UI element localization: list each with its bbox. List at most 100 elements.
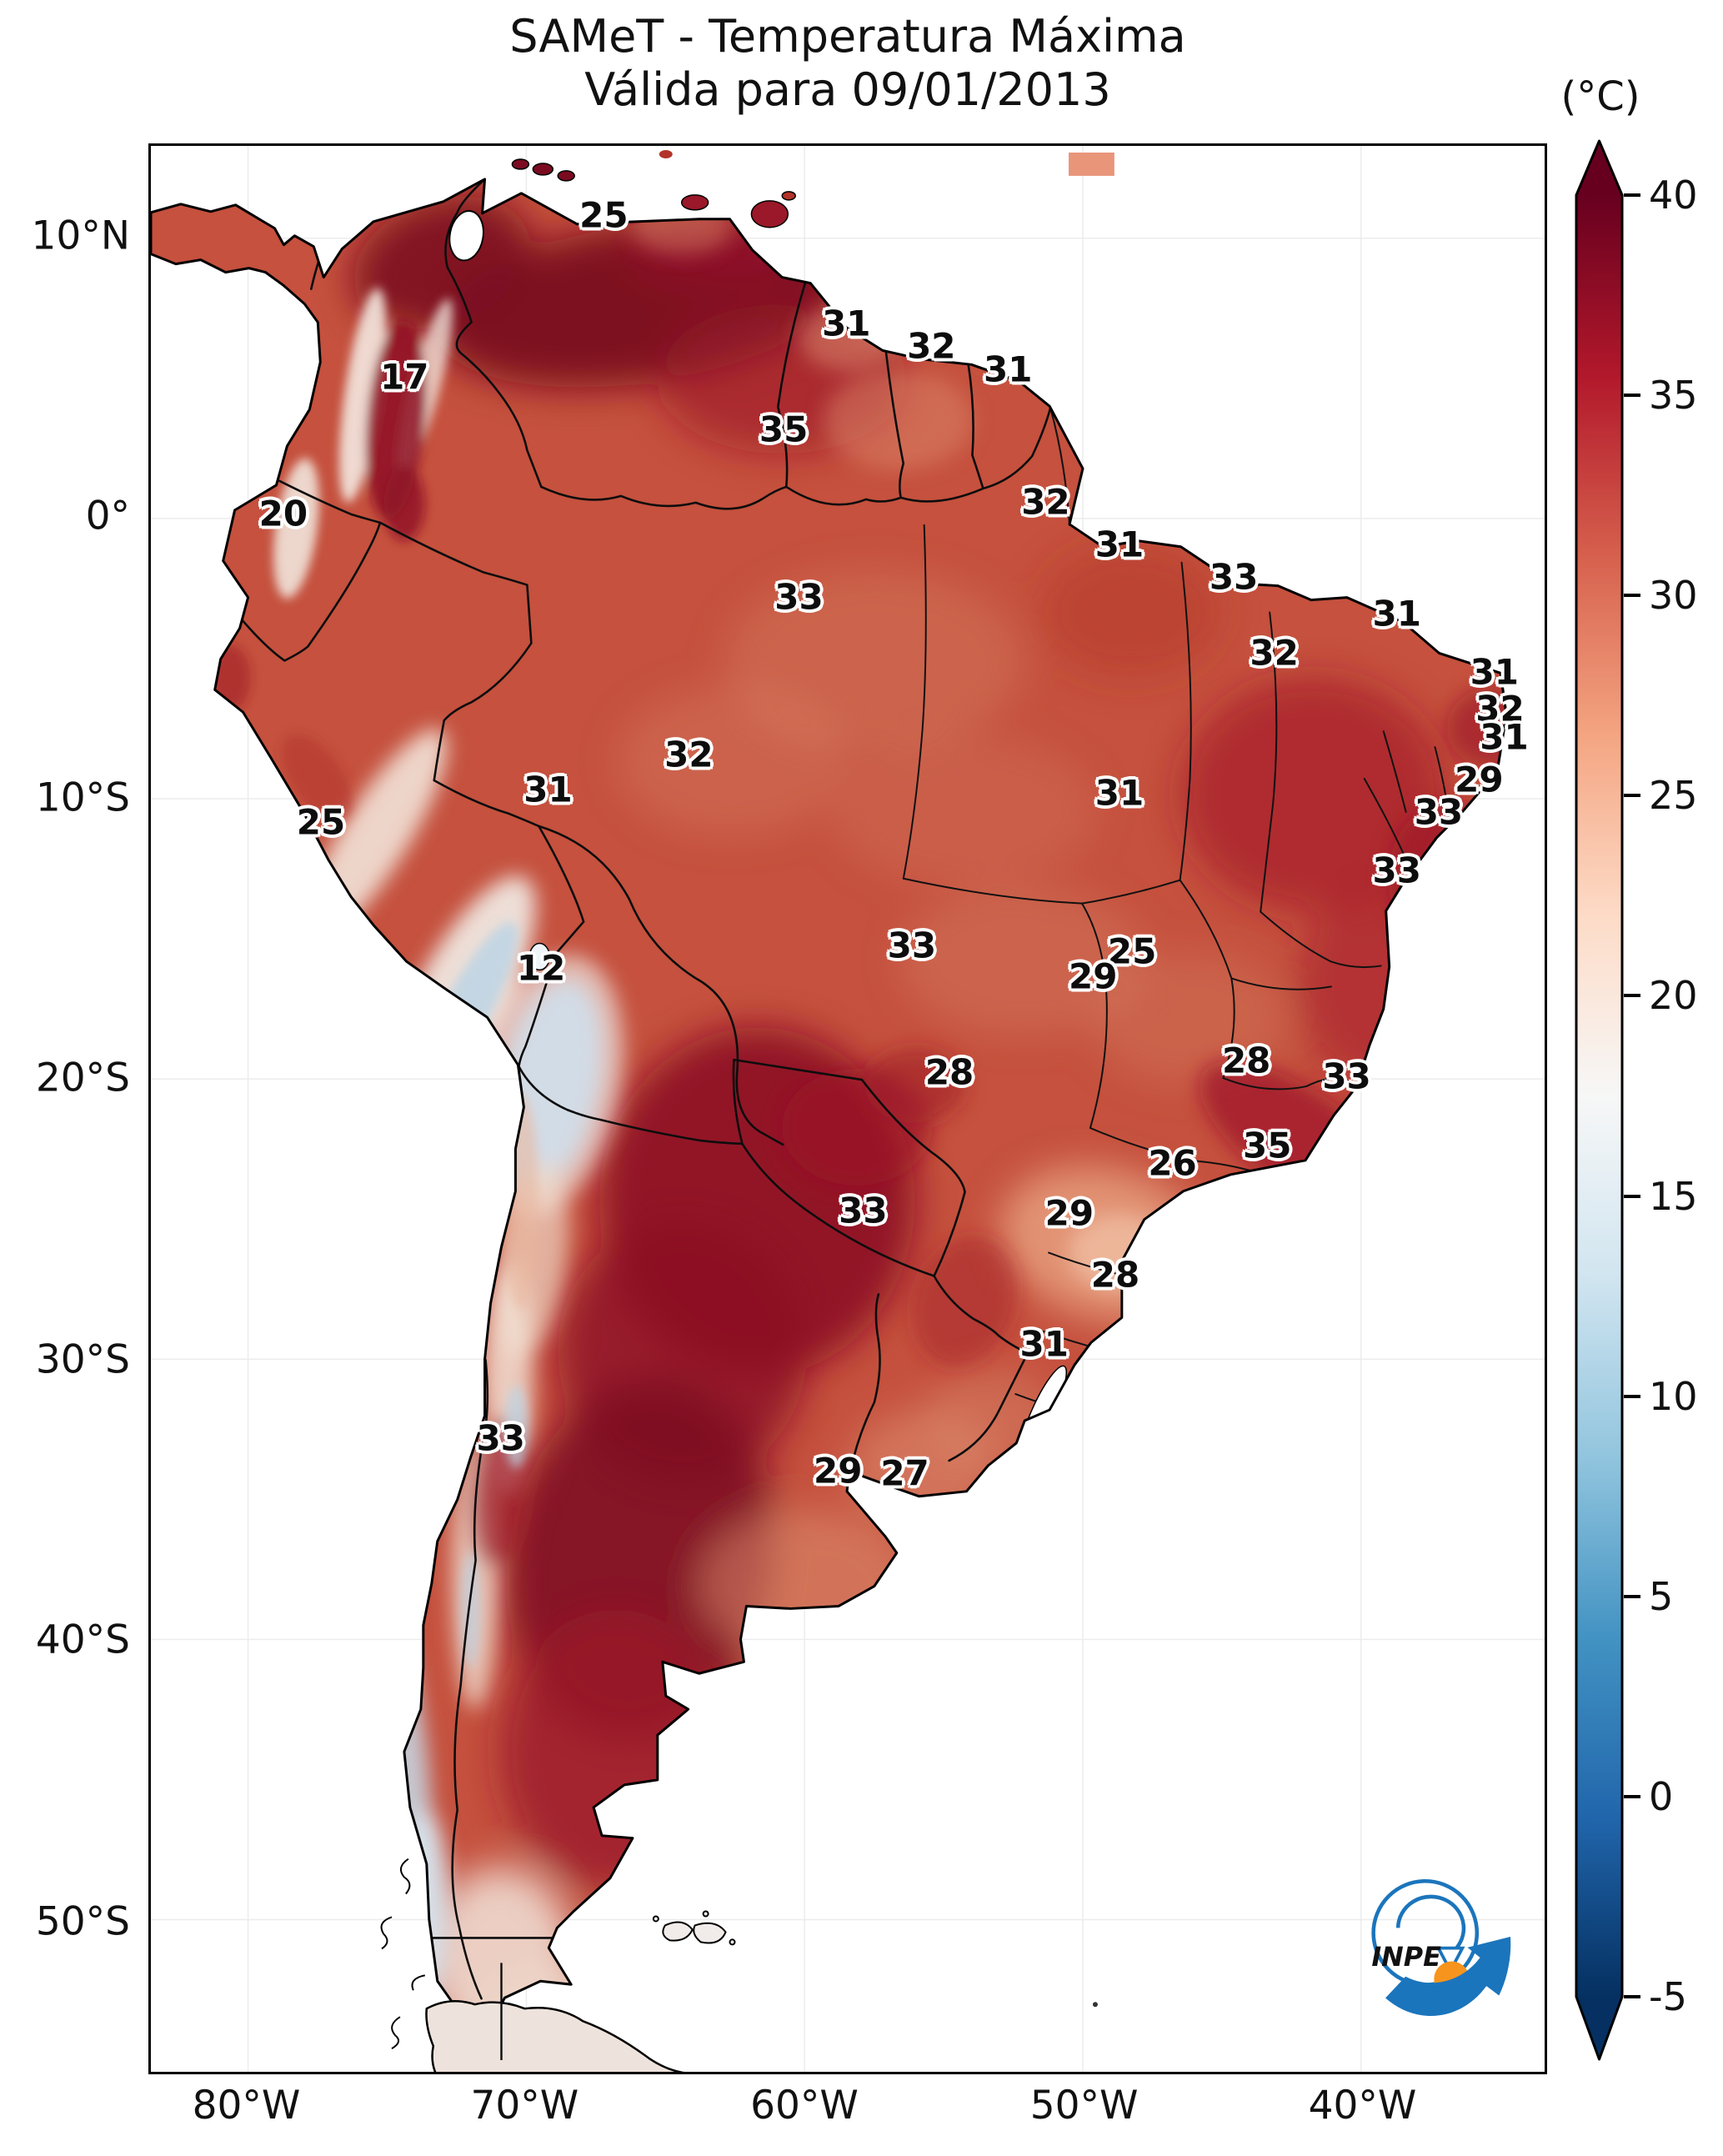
- station-temp-label: 31: [1094, 524, 1144, 565]
- colorbar-gradient-bar: [1575, 139, 1624, 2061]
- station-temp-label: 29: [1455, 759, 1504, 800]
- colorbar-tick-label: 10: [1649, 1373, 1698, 1419]
- hot-region-northeast-brazil: [1180, 678, 1447, 911]
- station-temp-label: 31: [1470, 651, 1520, 693]
- island-aruba: [511, 158, 530, 170]
- colorbar-tick-mark: [1624, 394, 1640, 398]
- island-bonaire: [557, 170, 575, 182]
- station-temp-label: 25: [296, 801, 346, 843]
- station-temp-label: 28: [924, 1051, 974, 1093]
- station-temp-label: 32: [1021, 481, 1070, 523]
- colorbar-tick-label: 5: [1649, 1573, 1674, 1619]
- lat-tick-label: 0°: [85, 493, 130, 539]
- station-temp-label: 31: [984, 348, 1033, 390]
- coastline: [151, 178, 1508, 2022]
- station-temp-label: 29: [1044, 1192, 1094, 1234]
- station-temp-label: 29: [1069, 955, 1118, 997]
- station-temp-label: 32: [664, 734, 714, 775]
- lat-tick-label: 10°N: [31, 213, 130, 259]
- lake-titicaca: [528, 942, 551, 971]
- colorbar-tick-label: 0: [1649, 1773, 1674, 1819]
- colorbar-tick-label: 20: [1649, 973, 1698, 1019]
- lat-tick-label: 50°S: [35, 1898, 130, 1945]
- temperature-field: [208, 178, 1507, 2021]
- lat-tick-label: 10°S: [35, 775, 130, 821]
- station-temp-label: 31: [1480, 716, 1529, 758]
- station-temp-label: 35: [759, 409, 809, 450]
- lat-tick-label: 30°S: [35, 1336, 130, 1383]
- colorbar-tick-label: -5: [1649, 1974, 1687, 2019]
- station-temp-label: 25: [1107, 930, 1157, 972]
- inpe-logo-text: INPE: [1371, 1941, 1441, 1973]
- colorbar: [1575, 139, 1624, 2061]
- title-line-2: Válida para 09/01/2013: [584, 63, 1111, 116]
- station-temp-label: 33: [887, 925, 937, 966]
- station-temp-label: 12: [516, 947, 566, 989]
- station-temp-label: 31: [1019, 1323, 1069, 1365]
- small-islet: [1092, 2002, 1098, 2008]
- inpe-logo-arrow: [1385, 1936, 1511, 2016]
- station-temp-label: 33: [774, 576, 824, 618]
- map-axes: INPE 25 17 20 31 32 31 35 32 31 33 31 32 31 32 31 29 33 3…: [148, 143, 1547, 2074]
- latitude-axis: 10°N 0° 10°S 20°S 30°S 40°S 50°S: [0, 143, 137, 2074]
- colorbar-tick-mark: [1624, 1594, 1640, 1598]
- colorbar-ticks: 40 35 30 25 20 15 10 5 0 -5: [1624, 173, 1723, 2019]
- inpe-logo: INPE: [1371, 1878, 1511, 2016]
- station-temp-label: 35: [1243, 1125, 1292, 1166]
- colorbar-tick-mark: [1624, 1394, 1640, 1398]
- station-temp-label: 33: [1372, 850, 1421, 891]
- station-temp-label: 28: [1221, 1040, 1271, 1081]
- colorbar-tick-label: 35: [1649, 373, 1698, 419]
- lat-tick-label: 20°S: [35, 1055, 130, 1101]
- station-temp-label: 20: [258, 493, 308, 534]
- lon-tick-label: 60°W: [750, 2083, 859, 2128]
- station-temp-label: 31: [822, 303, 871, 344]
- station-temp-label: 31: [1094, 772, 1144, 814]
- lon-tick-label: 40°W: [1308, 2083, 1417, 2128]
- station-temp-label: 33: [476, 1417, 525, 1459]
- station-temp-label: 27: [880, 1452, 929, 1494]
- station-temp-label: 29: [814, 1450, 863, 1492]
- station-temp-label: 25: [579, 194, 629, 236]
- colorbar-tick-label: 40: [1649, 173, 1698, 218]
- lake-maracaibo: [448, 210, 484, 262]
- caribbean-islands: [511, 149, 1114, 228]
- colorbar-tick-label: 30: [1649, 573, 1698, 619]
- station-temp-label: 33: [1322, 1055, 1371, 1097]
- colorbar-tick-mark: [1624, 193, 1640, 197]
- colorbar-tick-label: 25: [1649, 773, 1698, 819]
- station-temp-label: 31: [1372, 593, 1421, 634]
- colorbar-tick-mark: [1624, 1794, 1640, 1798]
- tierra-del-fuego: [380, 1858, 685, 2072]
- station-temp-label: 26: [1148, 1142, 1197, 1184]
- colorbar-tick-mark: [1624, 1995, 1640, 1998]
- lon-tick-label: 70°W: [470, 2083, 579, 2128]
- lat-tick-label: 40°S: [35, 1617, 130, 1663]
- station-temp-label: 31: [523, 769, 573, 810]
- country-borders: [239, 178, 1052, 2000]
- island-curacao: [532, 163, 554, 176]
- station-temp-label: 32: [1475, 688, 1525, 730]
- cool-region-colombia-andes: [338, 288, 387, 503]
- island-trinidad: [750, 200, 789, 228]
- south-america-temperature-map: INPE: [151, 146, 1545, 2072]
- lon-tick-label: 80°W: [192, 2083, 301, 2128]
- colorbar-tick-label: 15: [1649, 1173, 1698, 1219]
- colorbar-tick-mark: [1624, 794, 1640, 798]
- lon-tick-label: 50°W: [1029, 2083, 1139, 2128]
- figure-title: SAMeT - Temperatura Máxima Válida para 0…: [148, 10, 1547, 117]
- inpe-logo-arrowhead: [1435, 1946, 1465, 1974]
- station-temp-label: 17: [380, 356, 429, 398]
- colorbar-tick-mark: [1624, 1194, 1640, 1198]
- falkland-islands: [652, 1910, 736, 1946]
- title-line-1: SAMeT - Temperatura Máxima: [509, 10, 1186, 63]
- station-temp-label: 33: [1209, 556, 1259, 598]
- station-temp-label: 32: [1250, 632, 1299, 674]
- colorbar-unit-label: (°C): [1560, 73, 1640, 120]
- station-temp-label: 32: [907, 325, 956, 367]
- station-temp-label: 28: [1090, 1254, 1140, 1296]
- grid-edge-artifact: [1069, 152, 1114, 176]
- colorbar-tick-mark: [1624, 594, 1640, 598]
- longitude-axis: 80°W 70°W 60°W 50°W 40°W: [148, 2083, 1547, 2141]
